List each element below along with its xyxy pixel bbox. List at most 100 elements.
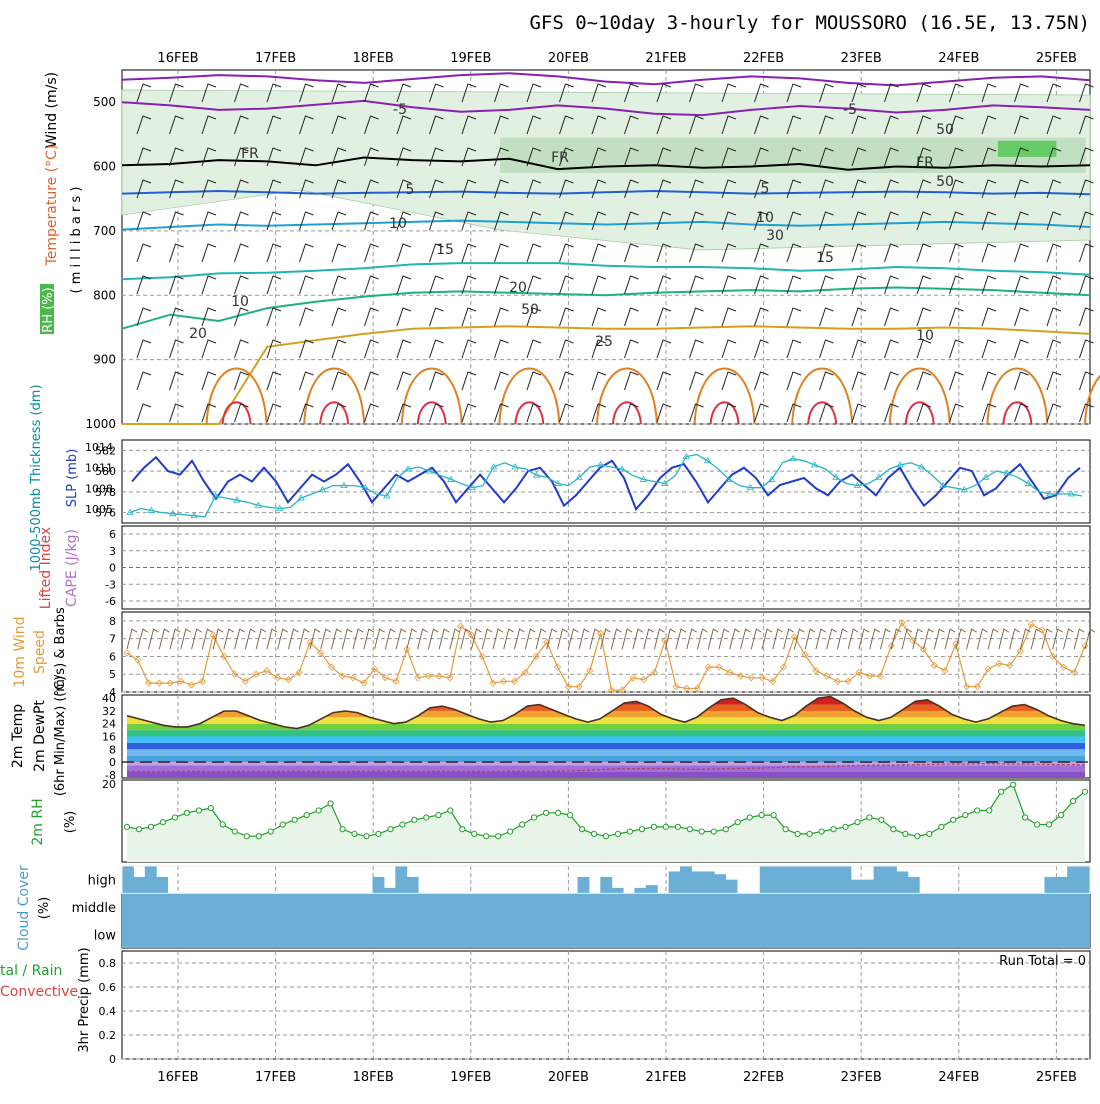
- wind-barb: [656, 179, 672, 199]
- wind10-barb: [277, 628, 288, 650]
- wind-barb: [169, 275, 184, 295]
- wind-barb: [689, 275, 704, 295]
- label-thickness: 1000-500mb Thickness (dm): [29, 384, 44, 571]
- wind-barb: [266, 339, 282, 359]
- wind-barb: [1014, 83, 1029, 103]
- wind-barb: [981, 307, 997, 327]
- wind-barb: [136, 179, 152, 199]
- wind-barb: [656, 211, 672, 231]
- x-tick-bottom: 22FEB: [743, 1070, 784, 1085]
- x-tick-bottom: 23FEB: [841, 1070, 882, 1085]
- wind-barb: [656, 339, 672, 359]
- wind-barb: [136, 83, 152, 103]
- rh-point: [327, 800, 334, 807]
- wind-barb: [689, 243, 704, 263]
- wind10-barb: [1019, 628, 1031, 650]
- wind-barb: [201, 147, 217, 167]
- temp-band: [127, 717, 1085, 724]
- temp-band: [127, 765, 1085, 772]
- wind-barb: [591, 339, 607, 359]
- wind10-barb: [772, 628, 784, 650]
- wind-barb: [331, 179, 347, 199]
- precip-tick: 0.4: [99, 1005, 117, 1018]
- cloud-high-bar: [816, 866, 829, 894]
- wind-barb: [591, 147, 607, 167]
- surface-isotherm: [205, 367, 268, 425]
- isotherm--5: [121, 72, 1091, 87]
- wind-barb: [591, 243, 607, 263]
- wind-barb: [559, 179, 574, 199]
- wind-speed-point: [306, 638, 314, 646]
- wind-barb: [429, 371, 444, 391]
- wind-barb: [1046, 179, 1062, 199]
- wind-speed-point: [747, 674, 755, 682]
- wind-tick: 7: [109, 633, 116, 646]
- wind-speed-point: [995, 659, 1003, 668]
- cloud-high-bar: [805, 866, 818, 894]
- thickness-marker: [832, 473, 840, 480]
- wind-speed-point: [403, 645, 411, 653]
- rh-point: [1081, 788, 1089, 795]
- wind-speed-point: [457, 622, 465, 630]
- wind-barb: [429, 243, 444, 263]
- wind-barb: [1046, 211, 1062, 231]
- rh-point: [1010, 781, 1017, 788]
- wind-barb: [266, 115, 282, 135]
- wind10-barb: [223, 628, 235, 650]
- wind-barb: [721, 307, 737, 327]
- thickness-marker: [190, 511, 198, 519]
- label-2m-rh-unit: (%): [63, 811, 78, 834]
- wind-barb: [299, 115, 314, 135]
- wind10-barb: [675, 628, 687, 650]
- wind-speed-point: [1070, 668, 1078, 677]
- label-wind10-barbs: (m/s) & Barbs: [53, 607, 68, 697]
- wind-barb: [461, 307, 477, 327]
- wind-barb: [591, 371, 607, 391]
- wind-barb: [1046, 275, 1062, 295]
- wind-barb: [494, 307, 509, 327]
- label-2m-temp: 2m Temp: [10, 704, 26, 768]
- wind-speed-point: [941, 667, 949, 675]
- li-tick: 6: [109, 528, 116, 541]
- wind-barb: [331, 339, 347, 359]
- temp-band: [127, 755, 1085, 763]
- wind-barb: [949, 147, 964, 167]
- rh-point: [866, 814, 873, 821]
- cloud-high-bar: [1055, 876, 1068, 894]
- wind-barb: [494, 147, 509, 167]
- thickness-marker: [875, 473, 883, 480]
- wind-barb: [1046, 243, 1062, 263]
- wind-barb: [201, 307, 217, 327]
- wind-speed-point: [1016, 647, 1024, 655]
- wind-barb: [559, 83, 574, 103]
- wind-barb: [429, 339, 444, 359]
- wind-speed-point: [1081, 642, 1089, 650]
- thickness-marker: [810, 461, 819, 468]
- thickness-marker: [126, 508, 134, 516]
- wind10-barb: [341, 628, 353, 650]
- wind-barb: [461, 179, 477, 199]
- cloud-tick: low: [94, 928, 117, 943]
- wind-barb: [429, 147, 444, 167]
- wind-barb: [559, 275, 574, 295]
- cloud-high-bar: [406, 876, 419, 894]
- wind-barb: [234, 243, 249, 263]
- wind-barb: [851, 83, 867, 103]
- surface-isotherm-hot: [709, 401, 740, 425]
- thickness-tick: 576: [95, 507, 116, 520]
- wind-barb: [169, 115, 184, 135]
- wind-barb: [624, 307, 639, 327]
- wind-barb: [689, 339, 704, 359]
- wind10-barb: [890, 628, 902, 650]
- wind-barb: [266, 307, 282, 327]
- rh-point: [267, 828, 274, 835]
- thickness-marker: [789, 454, 797, 462]
- wind-barb: [136, 403, 152, 423]
- rh-point: [902, 830, 909, 837]
- wind-barb: [981, 371, 997, 391]
- wind-barb: [1014, 403, 1029, 423]
- wind-barb: [461, 83, 477, 103]
- isotherm-25: [122, 325, 1091, 425]
- wind10-barb: [923, 628, 934, 650]
- wind-barb: [234, 307, 249, 327]
